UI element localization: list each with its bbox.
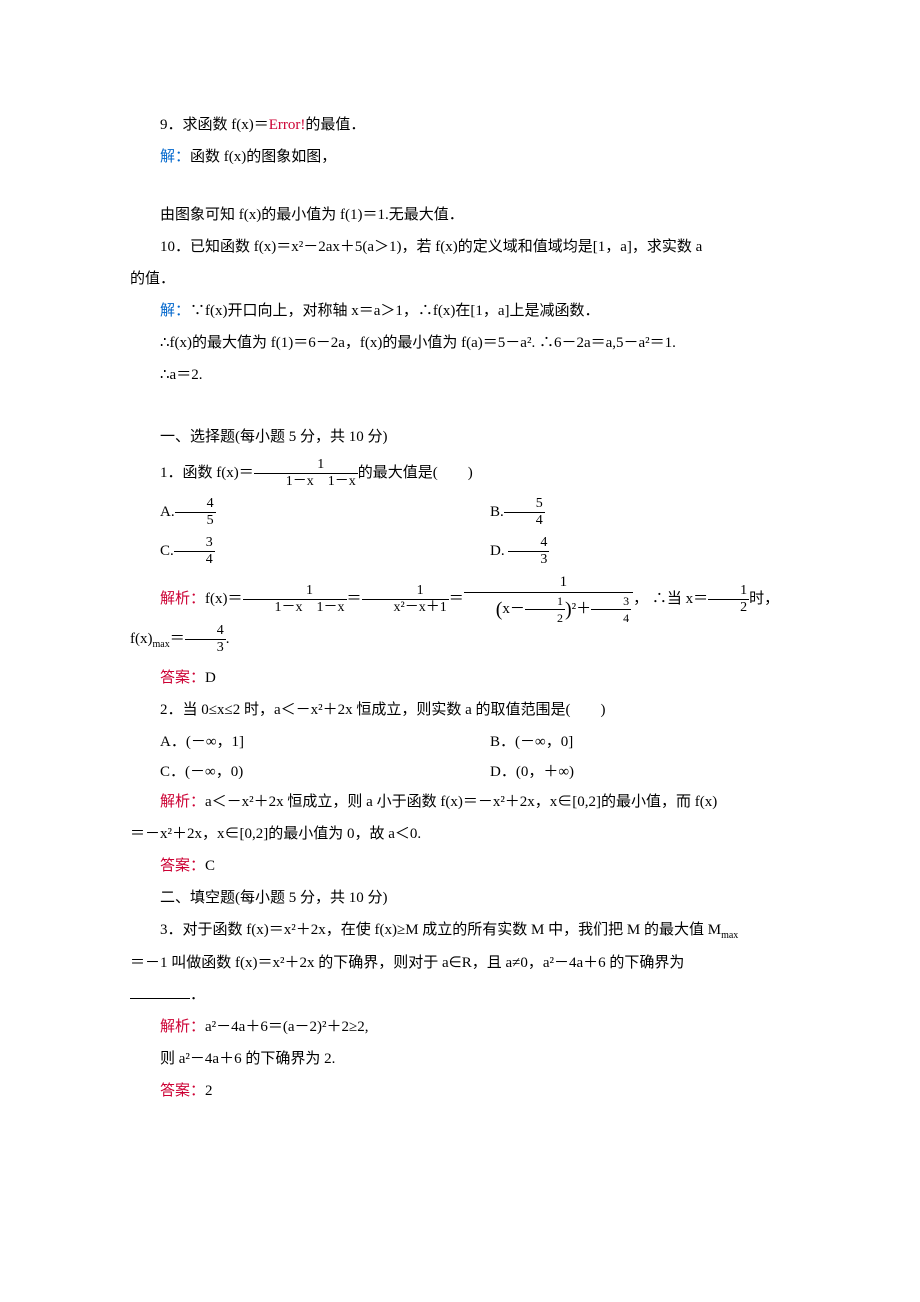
q1-ana-t3: ＝ <box>449 591 464 607</box>
blank-line <box>130 998 190 999</box>
q1-main-frac: 11－x 1－x <box>254 458 358 489</box>
q1-optD: D. 43 <box>460 536 790 567</box>
q3-line2: ＝－1 叫做函数 f(x)＝x²＋2x 的下确界，则对于 a∈R，且 a≠0，a… <box>130 955 684 971</box>
answer-label: 答案： <box>160 1083 205 1099</box>
q1-optB: B.54 <box>460 497 790 528</box>
q2-optA: A．(－∞，1] <box>130 727 460 757</box>
q2-ana-text2: ＝－x²＋2x，x∈[0,2]的最小值为 0，故 a＜0. <box>130 826 421 842</box>
q3-ans-text: 2 <box>205 1083 213 1099</box>
q1-ana-frac2: 1x²－x＋1 <box>362 584 449 615</box>
optA-frac: 45 <box>175 497 216 528</box>
analysis-label: 解析： <box>160 591 205 607</box>
solution-label: 解： <box>160 303 190 319</box>
q10-text-1: 10．已知函数 f(x)＝x²－2ax＋5(a＞1)，若 f(x)的定义域和值域… <box>130 232 790 262</box>
optC-label: C. <box>160 543 174 559</box>
q9-sol-text1: 函数 f(x)的图象如图， <box>190 149 336 165</box>
q1-analysis: 解析：f(x)＝11－x 1－x＝1x²－x＋1＝1(x－12)²＋34， ∴当… <box>130 575 790 655</box>
optB-frac: 54 <box>504 497 545 528</box>
optB-label: B. <box>490 504 504 520</box>
q2-line: 2．当 0≤x≤2 时，a＜－x²＋2x 恒成立，则实数 a 的取值范围是( ) <box>160 702 606 718</box>
section1-text: 一、选择题(每小题 5 分，共 10 分) <box>160 429 388 445</box>
q1-optC: C.34 <box>130 536 460 567</box>
q3-ana-text2: 则 a²－4a＋6 的下确界为 2. <box>160 1051 335 1067</box>
q2-analysis-2: ＝－x²＋2x，x∈[0,2]的最小值为 0，故 a＜0. <box>130 819 790 849</box>
answer-label: 答案： <box>160 670 205 686</box>
q1-text: 1．函数 f(x)＝11－x 1－x的最大值是( ) <box>130 458 790 489</box>
q1-ana-t7: . <box>226 631 230 647</box>
q1-ans-text: D <box>205 670 216 686</box>
optD-label: D. <box>490 543 505 559</box>
analysis-label: 解析： <box>160 794 205 810</box>
q1-ana-t6: ＝ <box>170 631 185 647</box>
q2-ana-text1: a＜－x²＋2x 恒成立，则 a 小于函数 f(x)＝－x²＋2x，x∈[0,2… <box>205 794 717 810</box>
q3-text-2: ＝－1 叫做函数 f(x)＝x²＋2x 的下确界，则对于 a∈R，且 a≠0，a… <box>130 948 790 978</box>
q3-text-3: ． <box>130 980 790 1010</box>
q1-options-row1: A.45 B.54 <box>130 497 790 528</box>
optC-frac: 34 <box>174 536 215 567</box>
q10-sol-text1: ∵f(x)开口向上，对称轴 x＝a＞1，∴f(x)在[1，a]上是减函数． <box>190 303 600 319</box>
q2-analysis-1: 解析：a＜－x²＋2x 恒成立，则 a 小于函数 f(x)＝－x²＋2x，x∈[… <box>130 787 790 817</box>
q2-optB: B．(－∞，0] <box>460 727 790 757</box>
section2-text: 二、填空题(每小题 5 分，共 10 分) <box>160 890 388 906</box>
q10-solution-2: ∴f(x)的最大值为 f(1)＝6－2a，f(x)的最小值为 f(a)＝5－a²… <box>130 328 790 358</box>
q9-prefix: 9．求函数 f(x)＝ <box>160 117 269 133</box>
q3-text-1: 3．对于函数 f(x)＝x²＋2x，在使 f(x)≥M 成立的所有实数 M 中，… <box>130 915 790 946</box>
error-text: Error! <box>269 117 306 133</box>
q3-analysis-1: 解析：a²－4a＋6＝(a－2)²＋2≥2, <box>130 1012 790 1042</box>
q10-sol-text3: ∴a＝2. <box>160 367 202 383</box>
q1-prefix: 1．函数 f(x)＝ <box>160 465 254 481</box>
q9-text: 9．求函数 f(x)＝Error!的最值． <box>130 110 790 140</box>
q1-answer: 答案：D <box>130 663 790 693</box>
q1-options-row2: C.34 D. 43 <box>130 536 790 567</box>
q1-ana-t1: f(x)＝ <box>205 591 243 607</box>
q3-sub: max <box>721 930 738 941</box>
q1-ana-t4: ， ∴当 x＝ <box>633 591 708 607</box>
q9-suffix: 的最值． <box>305 117 365 133</box>
answer-label: 答案： <box>160 858 205 874</box>
optD-frac: 43 <box>508 536 549 567</box>
q1-ana-frac3: 1(x－12)²＋34 <box>464 575 633 624</box>
q3-line1: 3．对于函数 f(x)＝x²＋2x，在使 f(x)≥M 成立的所有实数 M 中，… <box>160 922 721 938</box>
section2-title: 二、填空题(每小题 5 分，共 10 分) <box>130 883 790 913</box>
q10-line2: 的值． <box>130 271 175 287</box>
q2-text: 2．当 0≤x≤2 时，a＜－x²＋2x 恒成立，则实数 a 的取值范围是( ) <box>130 695 790 725</box>
q1-optA: A.45 <box>130 497 460 528</box>
q2-answer: 答案：C <box>130 851 790 881</box>
optA-label: A. <box>160 504 175 520</box>
analysis-label: 解析： <box>160 1019 205 1035</box>
solution-label: 解： <box>160 149 190 165</box>
q3-analysis-2: 则 a²－4a＋6 的下确界为 2. <box>130 1044 790 1074</box>
q10-solution-3: ∴a＝2. <box>130 360 790 390</box>
q9-sol-text2: 由图象可知 f(x)的最小值为 f(1)＝1.无最大值． <box>160 207 464 223</box>
q2-ans-text: C <box>205 858 215 874</box>
q10-text-2: 的值． <box>130 264 790 294</box>
max-subscript: max <box>153 639 170 650</box>
q10-solution-1: 解：∵f(x)开口向上，对称轴 x＝a＞1，∴f(x)在[1，a]上是减函数． <box>130 296 790 326</box>
section1-title: 一、选择题(每小题 5 分，共 10 分) <box>130 422 790 452</box>
q1-ana-frac1: 11－x 1－x <box>243 584 347 615</box>
q3-ana-text1: a²－4a＋6＝(a－2)²＋2≥2, <box>205 1019 368 1035</box>
q3-period: ． <box>190 987 205 1003</box>
q1-suffix: 的最大值是( ) <box>358 465 473 481</box>
q2-optD: D．(0，＋∞) <box>460 757 790 787</box>
q2-options-row1: A．(－∞，1] B．(－∞，0] <box>130 727 790 757</box>
q3-answer: 答案：2 <box>130 1076 790 1106</box>
q1-ana-t2: ＝ <box>347 591 362 607</box>
q2-options-row2: C．(－∞，0) D．(0，＋∞) <box>130 757 790 787</box>
q9-solution-2: 由图象可知 f(x)的最小值为 f(1)＝1.无最大值． <box>130 200 790 230</box>
q9-solution-1: 解：函数 f(x)的图象如图， <box>130 142 790 172</box>
q10-line1: 10．已知函数 f(x)＝x²－2ax＋5(a＞1)，若 f(x)的定义域和值域… <box>160 239 702 255</box>
q1-ans-frac: 43 <box>185 624 226 655</box>
q1-half-frac: 12 <box>708 584 749 615</box>
q2-optC: C．(－∞，0) <box>130 757 460 787</box>
q10-sol-text2: ∴f(x)的最大值为 f(1)＝6－2a，f(x)的最小值为 f(a)＝5－a²… <box>160 335 676 351</box>
